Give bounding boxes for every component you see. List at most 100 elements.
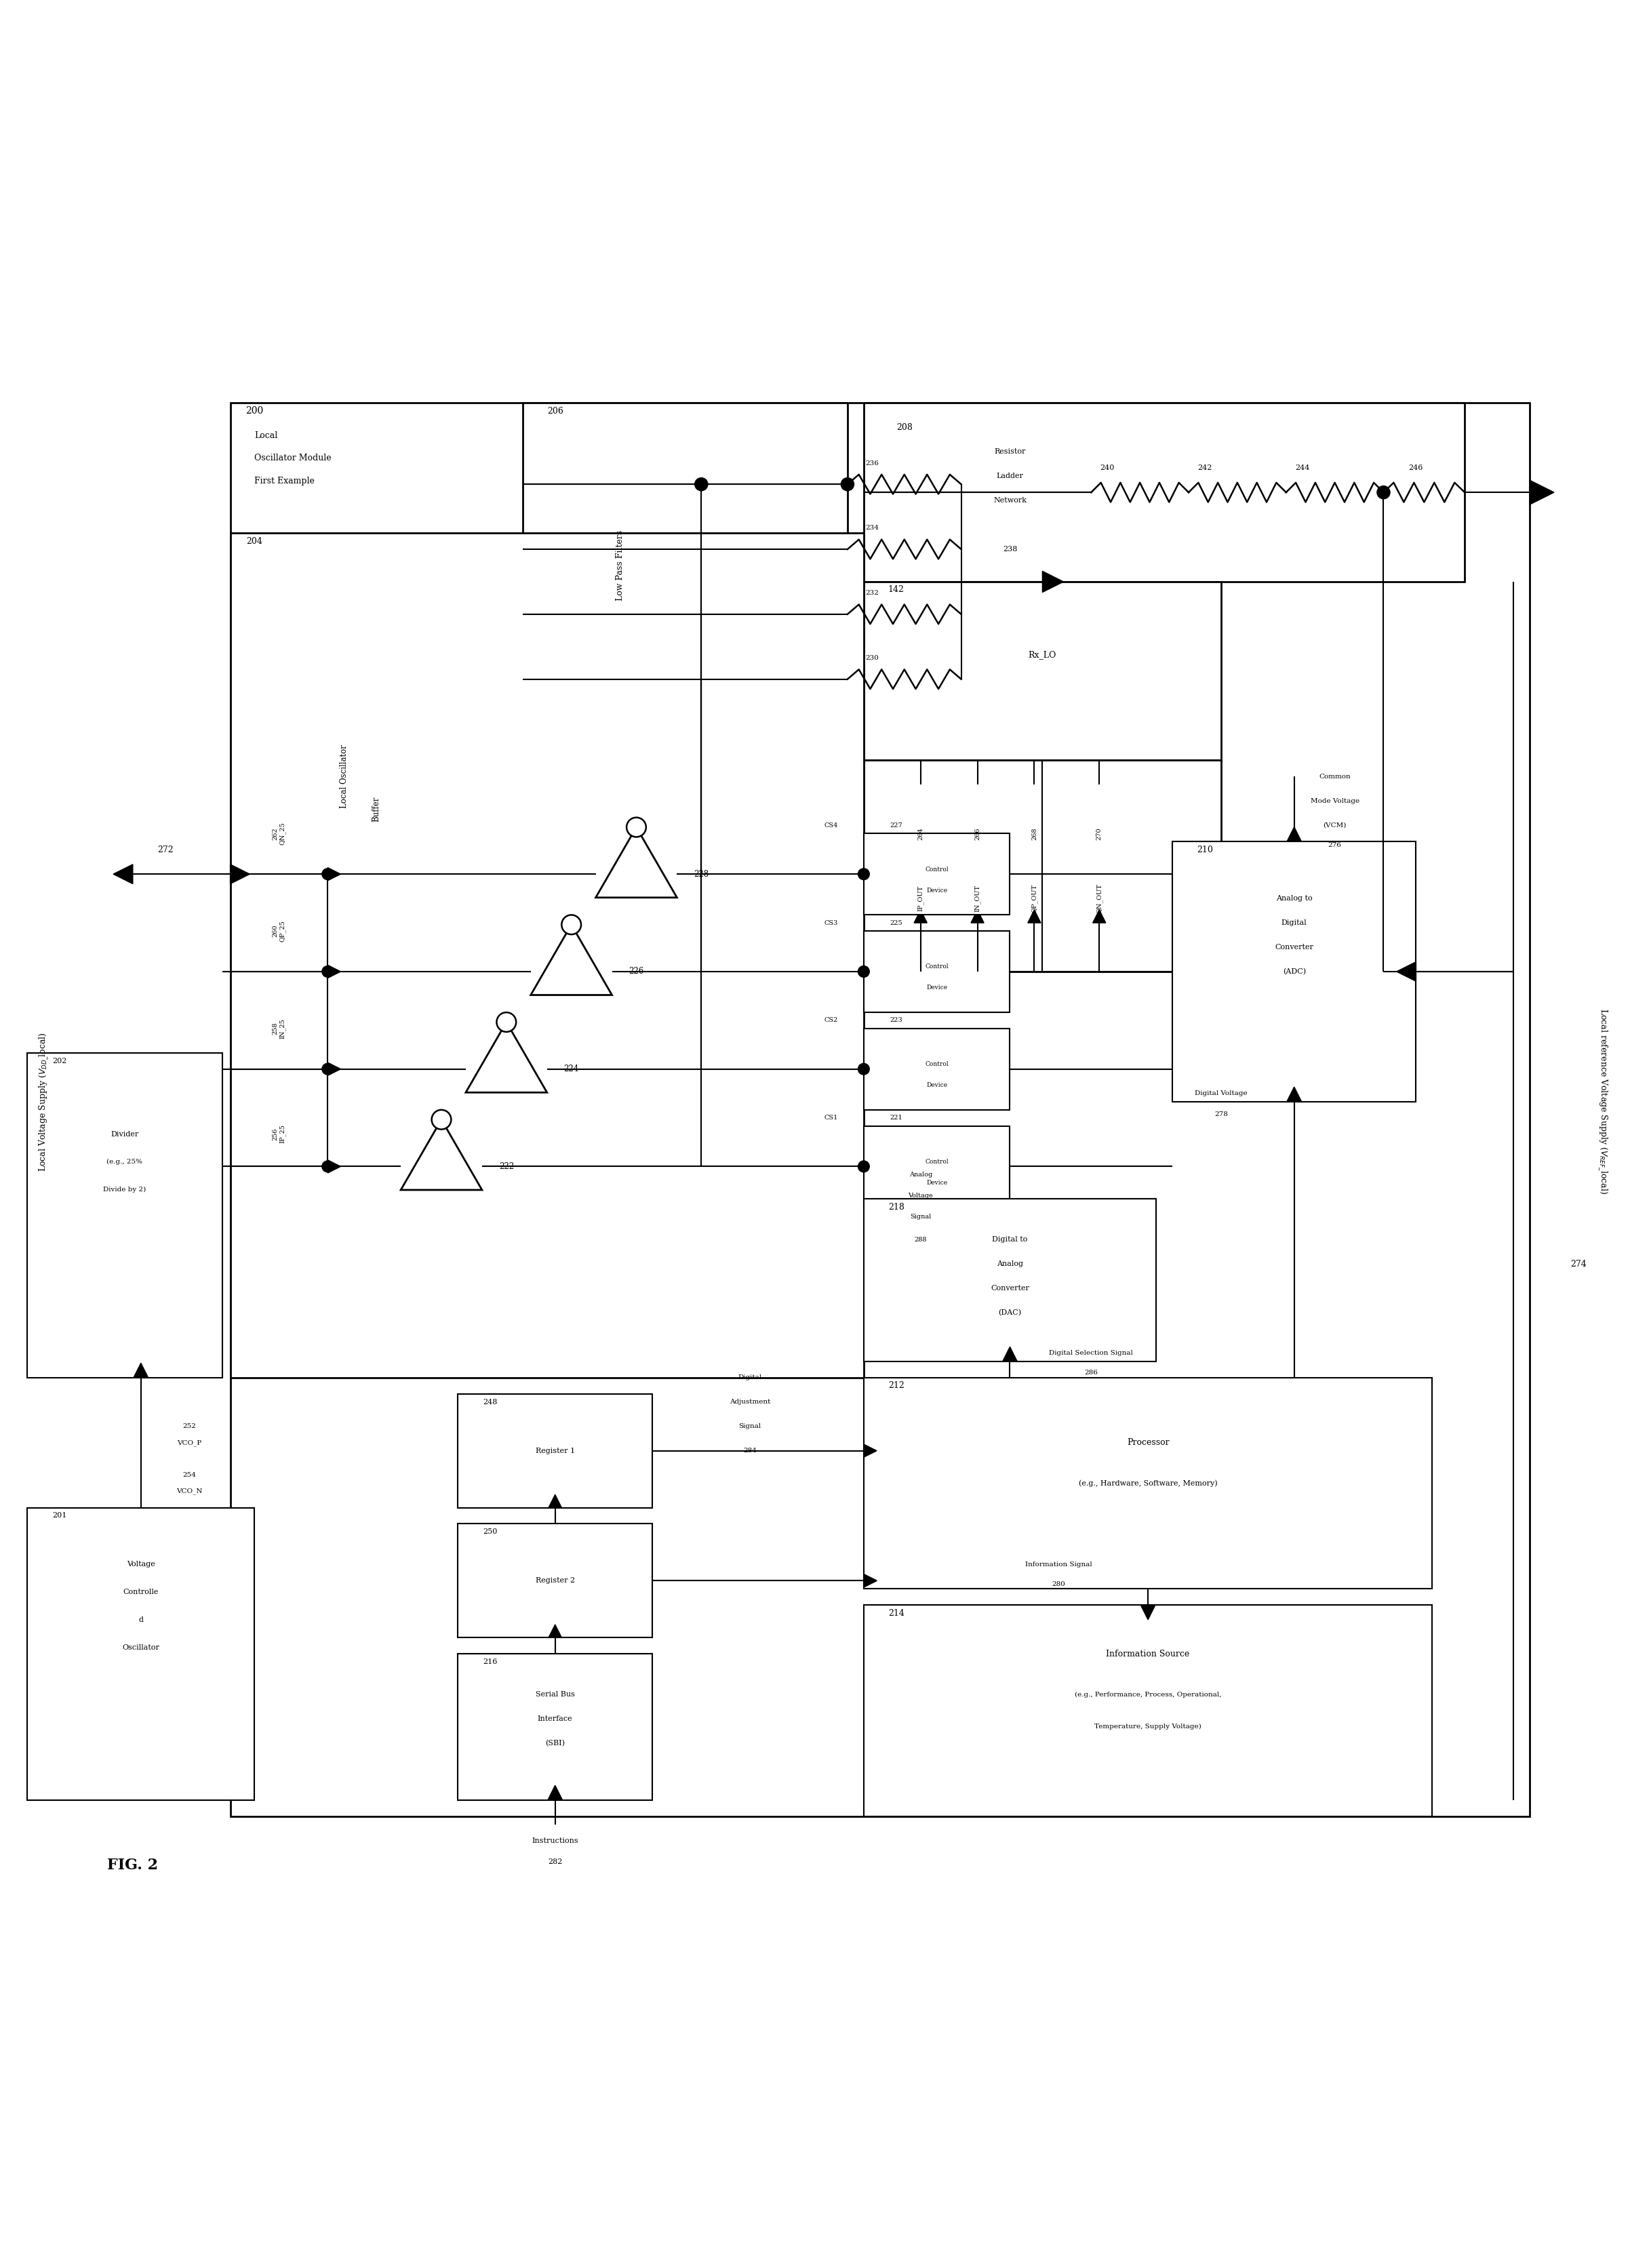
Polygon shape — [328, 1159, 341, 1173]
Text: Converter: Converter — [1275, 943, 1314, 950]
Text: Information Signal: Information Signal — [1025, 1560, 1092, 1567]
Circle shape — [626, 816, 645, 837]
Text: 234: 234 — [866, 526, 879, 531]
Polygon shape — [466, 1023, 548, 1093]
Text: 200: 200 — [246, 406, 264, 415]
Text: Digital Voltage: Digital Voltage — [1195, 1091, 1247, 1095]
Text: Oscillator: Oscillator — [122, 1644, 160, 1651]
Text: (e.g., Hardware, Software, Memory): (e.g., Hardware, Software, Memory) — [1079, 1479, 1218, 1488]
Polygon shape — [1286, 1086, 1301, 1102]
Circle shape — [694, 674, 707, 685]
Polygon shape — [1029, 909, 1042, 923]
Text: CS4: CS4 — [825, 823, 838, 828]
Polygon shape — [1092, 909, 1105, 923]
Text: Divide by 2): Divide by 2) — [103, 1186, 147, 1193]
Bar — [864, 404, 1465, 581]
Text: 258
IN_25: 258 IN_25 — [272, 1018, 285, 1039]
Text: (DAC): (DAC) — [998, 1309, 1022, 1315]
Polygon shape — [230, 864, 249, 885]
Text: Local Voltage Supply ($V_{DD\_}$local): Local Voltage Supply ($V_{DD\_}$local) — [37, 1032, 49, 1170]
Bar — [864, 581, 1221, 760]
Bar — [458, 1395, 652, 1508]
Text: 248: 248 — [482, 1399, 497, 1406]
Text: Network: Network — [993, 497, 1027, 503]
Text: 224: 224 — [564, 1064, 579, 1073]
Circle shape — [841, 479, 854, 490]
Text: 227: 227 — [890, 823, 903, 828]
Text: Register 1: Register 1 — [535, 1447, 575, 1454]
Text: d: d — [139, 1617, 143, 1624]
Text: 250: 250 — [482, 1529, 497, 1535]
Text: 242: 242 — [1198, 465, 1213, 472]
Polygon shape — [112, 864, 132, 885]
Text: Adjustment: Adjustment — [730, 1399, 771, 1406]
Text: VCO_N: VCO_N — [176, 1488, 202, 1495]
Text: Rx_LO: Rx_LO — [1029, 651, 1056, 660]
Text: Digital to: Digital to — [993, 1236, 1027, 1243]
Text: Ladder: Ladder — [996, 472, 1024, 479]
Text: 221: 221 — [890, 1114, 903, 1120]
Text: 225: 225 — [890, 921, 903, 925]
Circle shape — [1377, 485, 1390, 499]
Text: 230: 230 — [866, 655, 879, 662]
Text: 210: 210 — [1196, 846, 1213, 855]
Text: Interface: Interface — [538, 1715, 572, 1721]
Circle shape — [841, 674, 854, 685]
Text: 223: 223 — [890, 1018, 903, 1023]
Polygon shape — [864, 1445, 877, 1458]
Text: 201: 201 — [52, 1513, 67, 1520]
Text: 262
QN_25: 262 QN_25 — [272, 821, 285, 846]
Text: 236: 236 — [866, 460, 879, 467]
Bar — [864, 835, 1011, 914]
Text: Mode Voltage: Mode Voltage — [1311, 798, 1359, 805]
Polygon shape — [914, 909, 927, 923]
Text: 272: 272 — [156, 846, 173, 855]
Polygon shape — [595, 828, 676, 898]
Text: 246: 246 — [1408, 465, 1423, 472]
Text: IN_OUT: IN_OUT — [975, 885, 981, 912]
Text: Digital: Digital — [738, 1374, 761, 1381]
Text: 228: 228 — [694, 869, 709, 878]
Text: 252: 252 — [183, 1424, 196, 1429]
Bar — [864, 1377, 1433, 1590]
Text: 222: 222 — [499, 1161, 513, 1170]
Circle shape — [323, 1161, 334, 1173]
Text: Register 2: Register 2 — [535, 1576, 575, 1583]
Text: First Example: First Example — [254, 476, 315, 485]
Text: Signal: Signal — [738, 1424, 761, 1429]
Text: 286: 286 — [1084, 1370, 1099, 1377]
Bar — [864, 1606, 1433, 1817]
Text: Serial Bus: Serial Bus — [536, 1692, 575, 1699]
Text: CS3: CS3 — [825, 921, 838, 925]
Circle shape — [857, 1161, 869, 1173]
Text: Voltage: Voltage — [127, 1560, 155, 1567]
Text: Control: Control — [926, 1061, 949, 1068]
Circle shape — [694, 479, 707, 490]
Polygon shape — [549, 1624, 562, 1637]
Circle shape — [323, 1064, 334, 1075]
Polygon shape — [548, 1785, 562, 1801]
Bar — [458, 1653, 652, 1801]
Circle shape — [841, 542, 854, 556]
Circle shape — [562, 914, 580, 934]
Text: Control: Control — [926, 1159, 949, 1166]
Text: Common: Common — [1319, 773, 1351, 780]
Circle shape — [432, 1109, 452, 1129]
Text: Device: Device — [926, 887, 947, 894]
Text: 264: 264 — [918, 828, 924, 839]
Text: 284: 284 — [743, 1447, 756, 1454]
Bar — [864, 930, 1011, 1012]
Polygon shape — [549, 1495, 562, 1508]
Text: Control: Control — [926, 866, 949, 873]
Text: 282: 282 — [548, 1857, 562, 1864]
Text: Instructions: Instructions — [531, 1837, 579, 1844]
Text: 276: 276 — [1328, 841, 1341, 848]
Text: Digital: Digital — [1281, 919, 1307, 925]
Text: 226: 226 — [629, 966, 644, 975]
Polygon shape — [1286, 828, 1301, 841]
Text: Signal: Signal — [910, 1213, 931, 1220]
Text: 206: 206 — [548, 406, 564, 415]
Circle shape — [497, 1012, 517, 1032]
Text: Low Pass Filters: Low Pass Filters — [616, 531, 624, 601]
Circle shape — [857, 1064, 869, 1075]
